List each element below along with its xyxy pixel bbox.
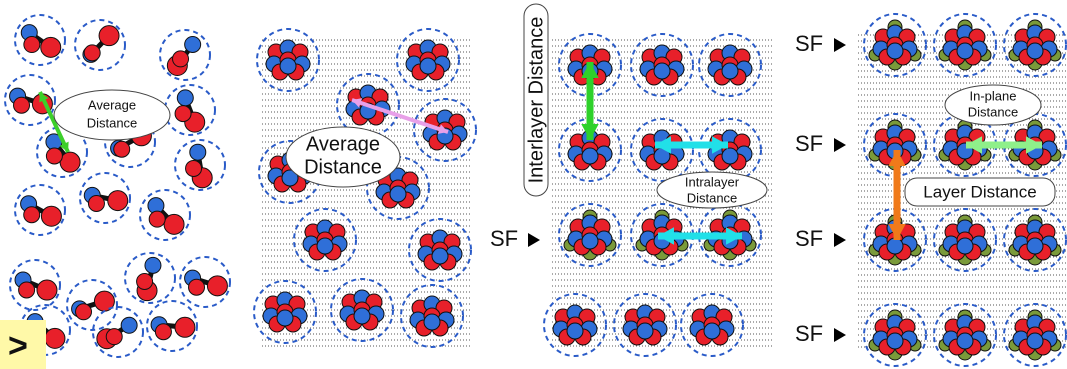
atom [1027,238,1043,254]
atom [155,324,171,340]
atom [722,148,738,164]
atom [175,106,191,122]
atom [37,280,57,300]
sf-label: SF [795,321,823,346]
atom [207,276,227,296]
label-line: Distance [968,104,1019,119]
corner-mark: > [8,327,28,365]
atom [887,238,903,254]
atom [190,144,206,160]
atom [45,328,65,348]
sf-pointer [834,38,846,342]
sf-pointer [528,233,540,247]
atom [957,43,973,59]
atom [654,63,670,79]
atom [582,148,598,164]
atom [432,248,448,264]
atom [76,304,92,320]
atom [1027,333,1043,349]
label-line: Distance [87,115,138,130]
atom [186,160,202,176]
atom [887,43,903,59]
atom [24,37,40,53]
atom [354,308,370,324]
atom [424,314,440,330]
figure: Average Distance Average Distance Interl… [0,0,1067,369]
atom [390,186,406,202]
atom [173,51,189,67]
atom [175,317,195,337]
atom [567,323,583,339]
atom [1027,43,1043,59]
label-line: In-plane [970,88,1017,103]
atom [420,58,436,74]
atom [41,206,61,226]
atom [582,233,598,249]
label-line: Distance [304,156,382,178]
interlayer-label: Interlayer Distance [525,17,547,184]
sf-label: SF [795,131,823,156]
atom [121,317,137,333]
atom [277,310,293,326]
atom [19,282,35,298]
sf-label: SF [795,31,823,56]
atom [887,333,903,349]
atom [46,148,62,164]
sf-label: SF [490,226,518,251]
atom [41,37,61,57]
label-line: Intralayer [685,174,740,189]
atom [317,238,333,254]
atom [24,207,40,223]
atom [164,214,184,234]
label-line: Average [88,97,136,112]
atom [88,195,104,211]
atom [84,45,100,61]
atom [114,141,130,157]
atom [957,238,973,254]
atom [185,36,201,52]
atom [149,211,165,227]
layer-label: Layer Distance [923,182,1036,201]
atom [137,273,153,289]
atom [637,323,653,339]
atom [145,257,161,273]
atom [722,63,738,79]
atom [106,329,122,345]
atom [704,323,720,339]
atom [60,152,80,172]
atom [14,97,30,113]
label-line: Average [306,133,380,155]
atom [280,58,296,74]
atom [177,90,193,106]
sf-label: SF [795,226,823,251]
atom [957,333,973,349]
label-line: Distance [687,190,738,205]
atom [108,191,128,211]
atom [99,26,119,46]
atom [189,279,205,295]
